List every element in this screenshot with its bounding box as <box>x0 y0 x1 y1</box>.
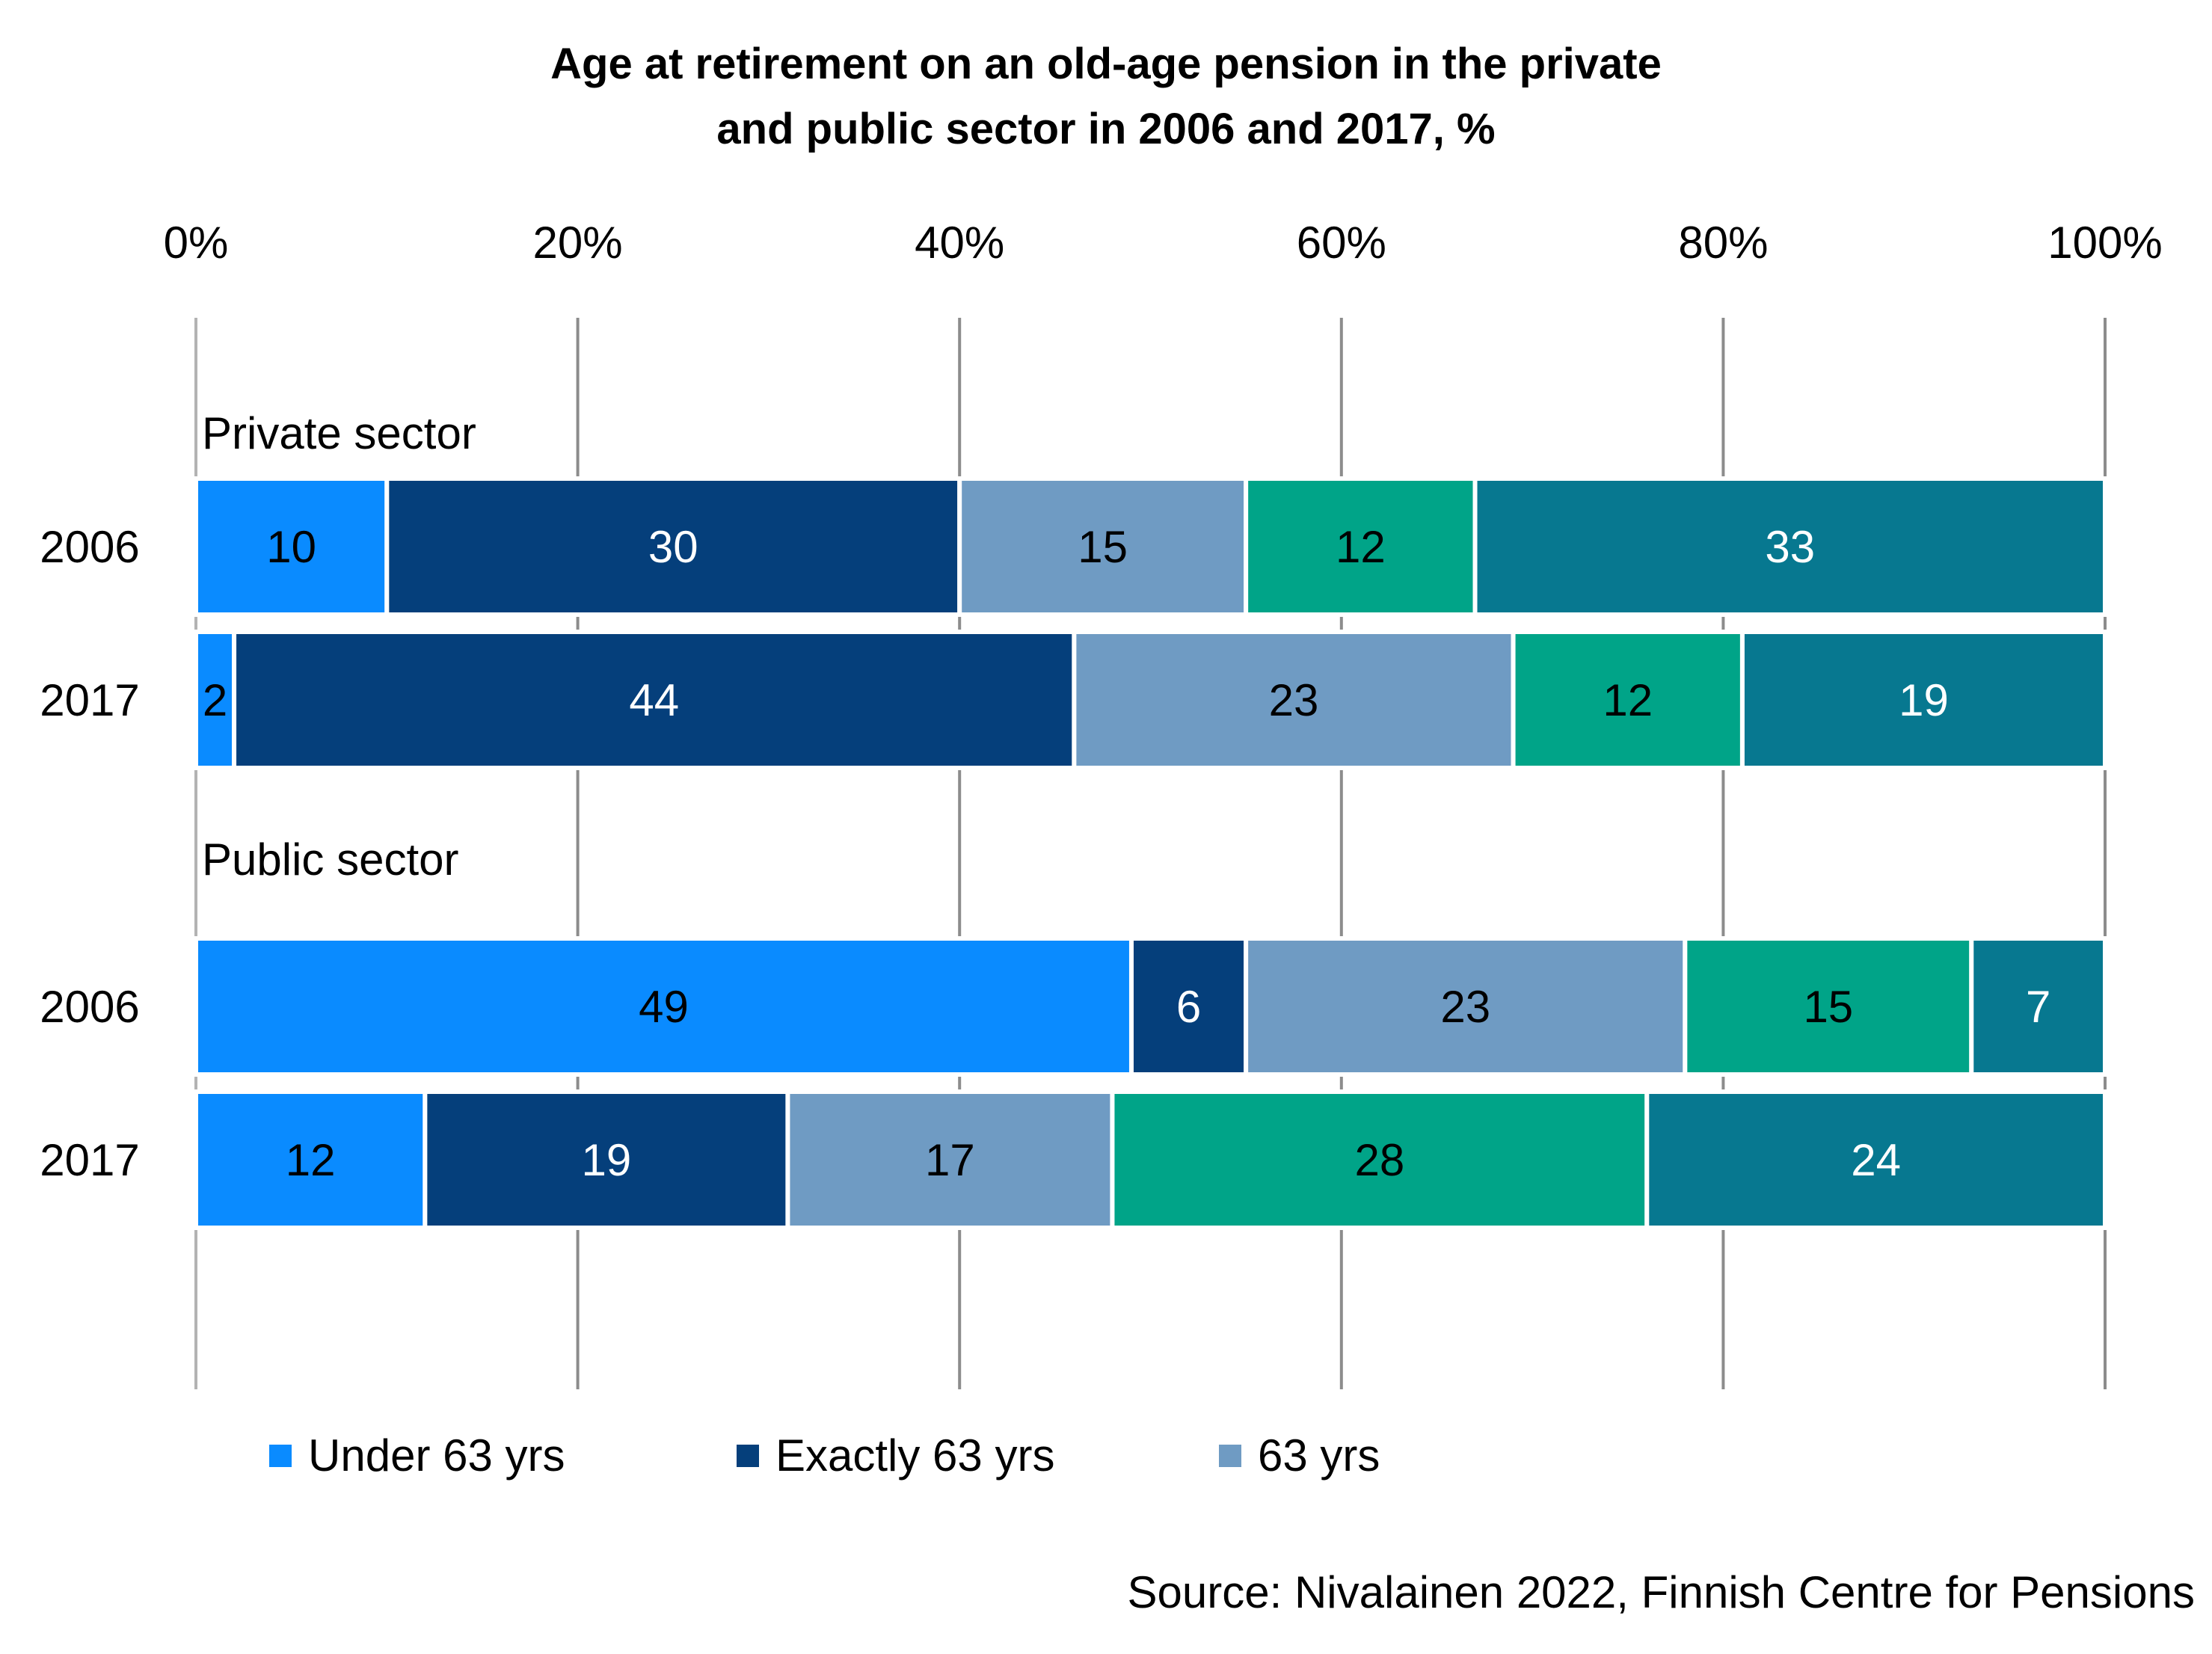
bar-segment <box>423 1089 790 1230</box>
bar-segment <box>194 630 237 770</box>
bar-data-label: 44 <box>629 675 679 725</box>
category-label: 2006 <box>40 522 139 572</box>
category-label: 2006 <box>40 982 139 1032</box>
x-axis-ticks: 0% 20% 40% 60% 80% 100% <box>164 218 2163 268</box>
bar-data-label: 49 <box>639 982 689 1032</box>
bar-segment <box>194 476 390 617</box>
bar-segment <box>1739 630 2107 770</box>
bar-data-label: 7 <box>2026 982 2050 1032</box>
bar-segment <box>232 630 1077 770</box>
chart-title-line-2: and public sector in 2006 and 2017, % <box>716 105 1495 153</box>
x-tick-label: 40% <box>915 218 1004 268</box>
chart-title-line-1: Age at retirement on an old-age pension … <box>550 40 1662 88</box>
legend-swatch <box>737 1445 759 1467</box>
bar-segment <box>785 1089 1115 1230</box>
bar-data-label: 24 <box>1851 1135 1901 1185</box>
bar-segment <box>1244 476 1478 617</box>
x-tick-label: 60% <box>1297 218 1386 268</box>
bar-data-label: 17 <box>925 1135 975 1185</box>
bar-data-label: 12 <box>1336 522 1386 572</box>
bar-data-label: 28 <box>1354 1135 1404 1185</box>
bar-segment <box>1969 936 2108 1077</box>
legend-label: Exactly 63 yrs <box>775 1430 1054 1481</box>
bar-segment <box>1244 936 1688 1077</box>
legend-label: 63 yrs <box>1258 1430 1380 1481</box>
bar-data-label: 23 <box>1269 675 1319 725</box>
bar-segment <box>1683 936 1974 1077</box>
bar-data-label: 10 <box>266 522 316 572</box>
group-label: Private sector <box>202 408 476 458</box>
bar-data-label: 30 <box>648 522 698 572</box>
bar-data-label: 19 <box>1899 675 1949 725</box>
group-labels: Private sector Public sector <box>202 408 476 885</box>
bar-segment <box>194 936 1134 1077</box>
bar-data-label: 12 <box>286 1135 336 1185</box>
bar-data-label: 19 <box>582 1135 632 1185</box>
category-labels: 2006 2017 2006 2017 <box>40 522 139 1185</box>
legend-swatch <box>269 1445 292 1467</box>
legend: Under 63 yrs Exactly 63 yrs 63 yrs <box>269 1430 1380 1481</box>
bar-segment <box>1511 630 1745 770</box>
x-tick-label: 100% <box>2047 218 2162 268</box>
bar-segment <box>1072 630 1516 770</box>
x-tick-label: 0% <box>164 218 229 268</box>
legend-swatch <box>1219 1445 1241 1467</box>
bar-data-label: 33 <box>1765 522 1815 572</box>
bar-segment <box>1472 476 2107 617</box>
x-tick-label: 80% <box>1678 218 1768 268</box>
bar-data-label: 12 <box>1603 675 1653 725</box>
bar-data-label: 15 <box>1078 522 1128 572</box>
source-note: Source: Nivalainen 2022, Finnish Centre … <box>1128 1567 2195 1617</box>
x-tick-label: 20% <box>533 218 623 268</box>
bars: 10 30 15 12 33 2 44 23 12 19 49 6 23 15 7 12 19 17 28 24 <box>194 476 2108 1230</box>
bar-segment <box>1128 936 1249 1077</box>
bar-data-label: 6 <box>1176 982 1201 1032</box>
bar-data-label: 23 <box>1440 982 1490 1032</box>
bar-data-label: 15 <box>1803 982 1853 1032</box>
group-label: Public sector <box>202 834 458 885</box>
category-label: 2017 <box>40 1135 139 1185</box>
bar-segment <box>1644 1089 2107 1230</box>
category-label: 2017 <box>40 675 139 725</box>
chart-title: Age at retirement on an old-age pension … <box>550 40 1662 153</box>
bar-data-label: 2 <box>203 675 227 725</box>
legend-label: Under 63 yrs <box>308 1430 565 1481</box>
